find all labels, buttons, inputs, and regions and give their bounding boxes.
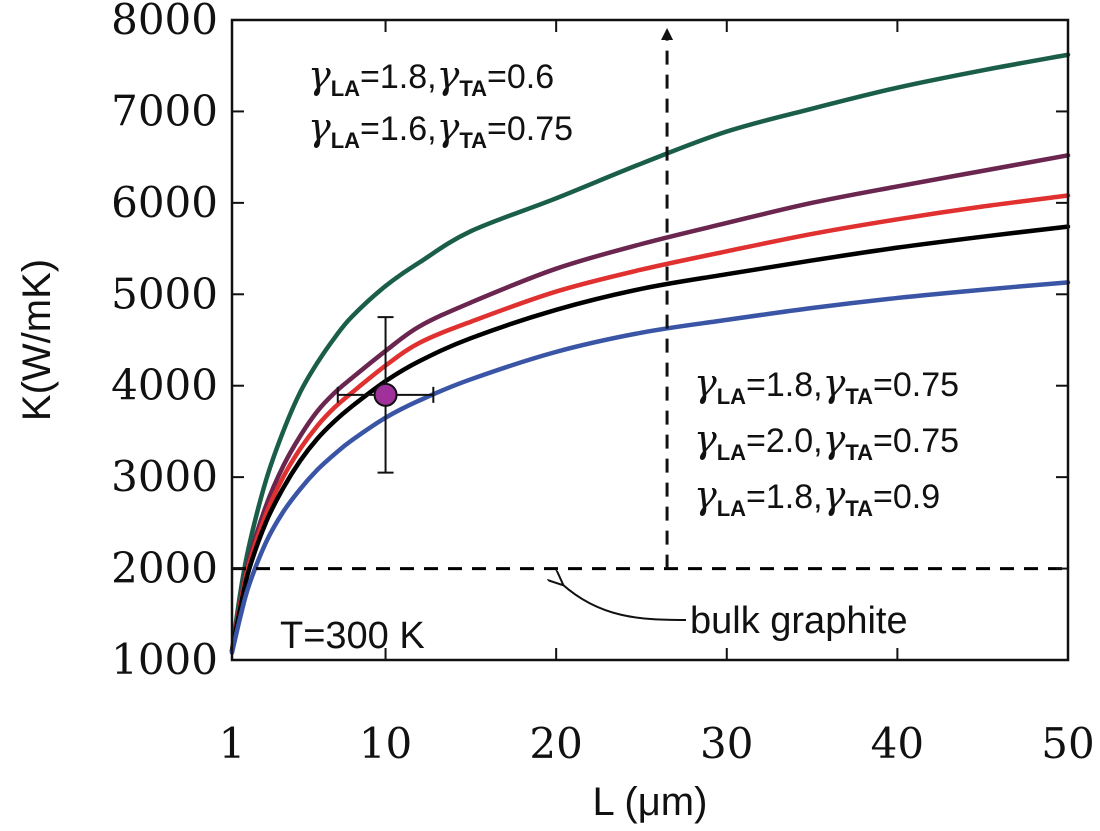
param-label: γLA=2.0,γTA=0.75 [694,417,959,465]
y-tick-label: 2000 [111,544,218,593]
x-tick-label: 50 [1041,719,1094,768]
y-tick-label: 6000 [111,178,218,227]
axis-ticks [231,19,1069,661]
series-line-1 [229,52,1071,654]
y-tick-label: 7000 [111,86,218,135]
annotations: γLA=1.8,γTA=0.6γLA=1.6,γTA=0.75γLA=1.8,γ… [280,53,959,657]
plot-frame [230,18,1070,662]
y-tick-label: 5000 [111,269,218,318]
x-tick-label: 30 [700,719,753,768]
x-tick-label: 20 [529,719,582,768]
y-tick-label: 3000 [111,452,218,501]
temperature-label: T=300 K [280,615,425,657]
x-tick-label: 10 [359,719,412,768]
tick-labels: 1 10 20 30 40 50 1000 2000 3000 4000 5000 6000 7000 8… [111,0,1095,768]
series-line-4 [229,224,1071,654]
plot-extras [232,28,1068,571]
param-label: γLA=1.8,γTA=0.6 [308,53,554,101]
x-tick-label: 40 [871,719,924,768]
bulk-graphite-pointer [562,584,687,621]
param-label: γLA=1.6,γTA=0.75 [308,105,573,153]
y-tick-label: 8000 [111,0,218,44]
bottom-parameter-labels: γLA=1.8,γTA=0.75 γLA=2.0,γTA=0.75 γLA=1.8,… [694,361,959,521]
series-lines [229,52,1071,655]
y-tick-label: 1000 [111,635,218,684]
x-tick-label: 1 [219,719,246,768]
bulk-graphite-label: bulk graphite [690,600,908,642]
series-line-2 [229,153,1071,654]
x-axis-label: L (μm) [593,780,708,824]
y-tick-label: 4000 [111,361,218,410]
experimental-point [373,382,398,407]
series-line-3 [229,193,1071,654]
param-label: γLA=1.8,γTA=0.75 [694,361,959,409]
param-label: γLA=1.8,γTA=0.9 [694,473,940,521]
y-axis-label: K(W/mK) [15,259,59,421]
series-line-5 [229,280,1071,655]
